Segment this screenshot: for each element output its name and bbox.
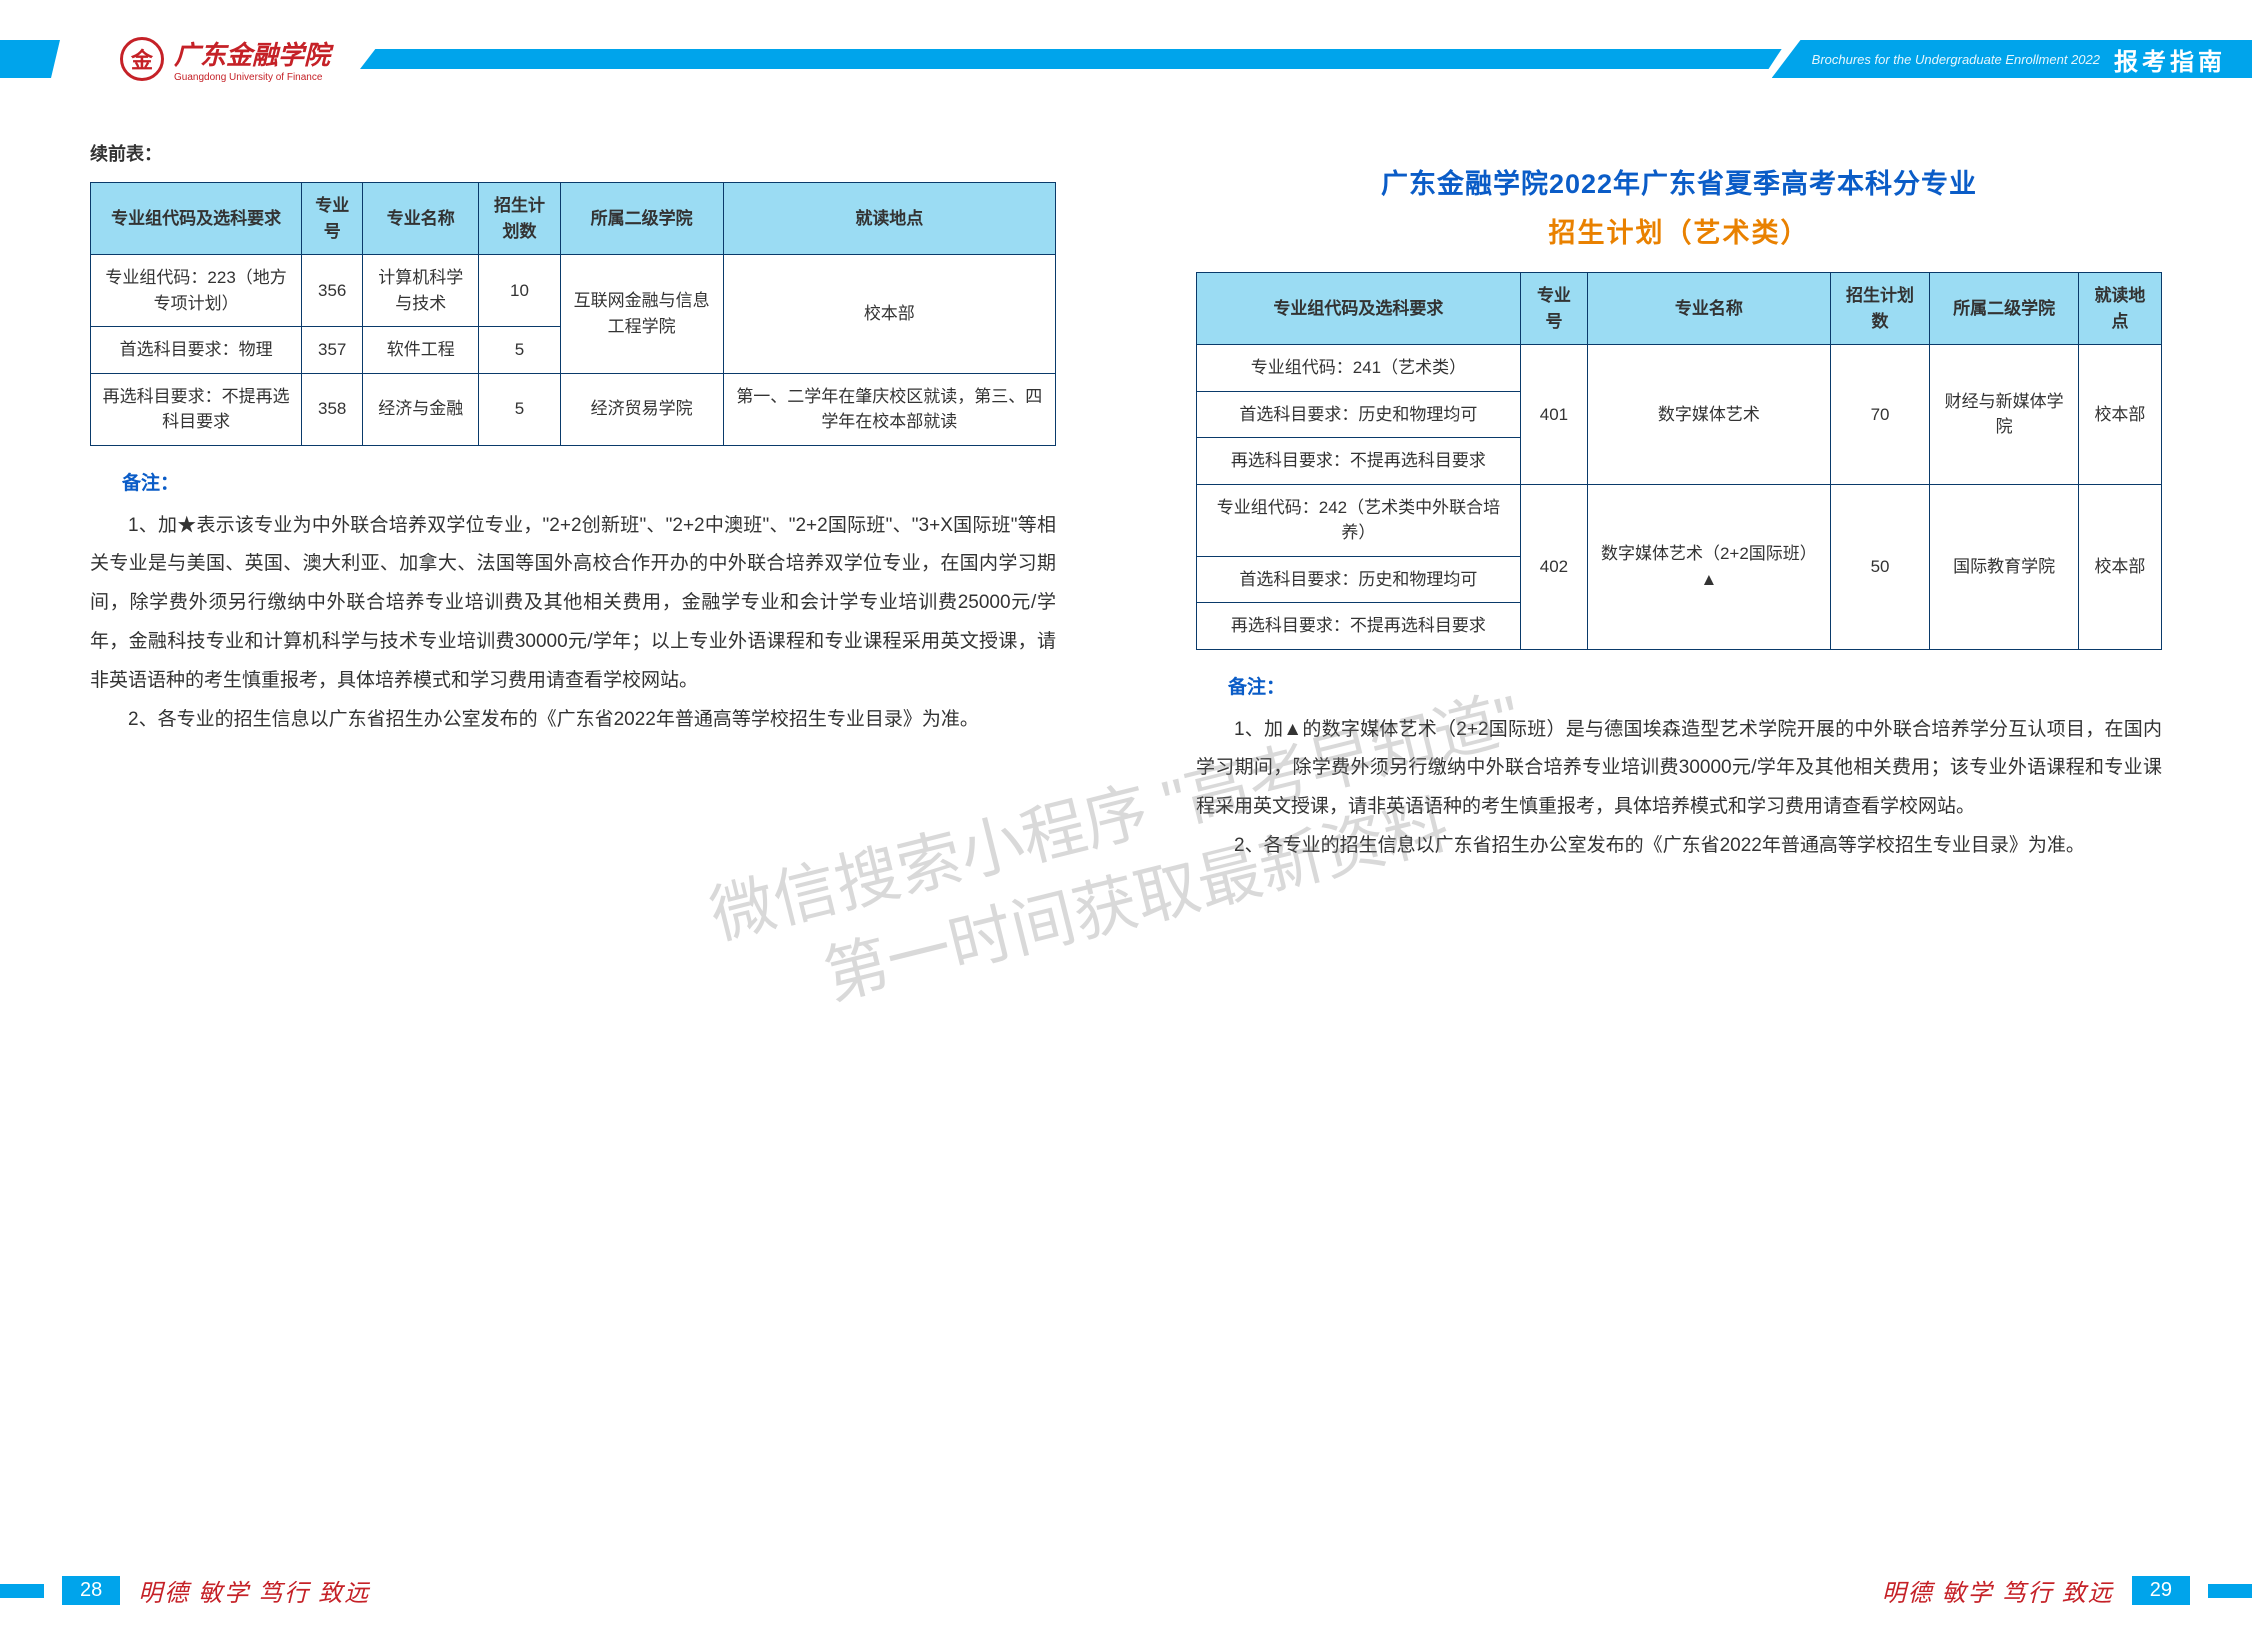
col-loc: 就读地点 [2078, 273, 2161, 345]
footer-stripe [0, 1584, 44, 1598]
group-code: 专业组代码：241（艺术类） [1197, 345, 1521, 392]
cell-loc: 校本部 [2078, 484, 2161, 649]
col-no: 专业号 [302, 183, 363, 255]
left-content: 续前表： 专业组代码及选科要求 专业号 专业名称 招生计划数 所属二级学院 就读… [90, 140, 1056, 740]
footer-spacer [388, 1584, 1056, 1598]
cell-plan: 50 [1830, 484, 1930, 649]
footer-left: 28 明德 敏学 笃行 致远 [0, 1573, 1056, 1608]
cell-college: 互联网金融与信息工程学院 [560, 255, 723, 374]
col-college: 所属二级学院 [560, 183, 723, 255]
header-banner-left: 金 广东金融学院 Guangdong University of Finance [0, 40, 1126, 78]
cell-plan: 5 [479, 373, 560, 445]
cell-college: 经济贸易学院 [560, 373, 723, 445]
banner-stripe [360, 49, 1126, 69]
note-item: 2、各专业的招生信息以广东省招生办公室发布的《广东省2022年普通高等学校招生专… [1196, 827, 2162, 866]
group-pref: 首选科目要求：历史和物理均可 [1197, 391, 1521, 438]
table-row: 专业组代码：241（艺术类） 401 数字媒体艺术 70 财经与新媒体学院 校本… [1197, 345, 2162, 392]
col-loc: 就读地点 [723, 183, 1055, 255]
motto-left: 明德 敏学 笃行 致远 [138, 1573, 370, 1608]
cell-major: 计算机科学与技术 [363, 255, 479, 327]
group-pref: 首选科目要求：物理 [91, 327, 302, 374]
group-opt: 再选科目要求：不提再选科目要求 [1197, 438, 1521, 485]
group-code: 专业组代码：223（地方专项计划） [91, 255, 302, 327]
cell-major: 软件工程 [363, 327, 479, 374]
note-item: 2、各专业的招生信息以广东省招生办公室发布的《广东省2022年普通高等学校招生专… [90, 701, 1056, 740]
university-logo: 金 广东金融学院 Guangdong University of Finance [110, 35, 340, 83]
footer-spacer [1196, 1584, 1864, 1598]
section-title: 广东金融学院2022年广东省夏季高考本科分专业 招生计划（艺术类） [1196, 162, 2162, 250]
cell-loc: 校本部 [2078, 345, 2161, 485]
logo-icon-text: 金 [131, 43, 153, 75]
col-major: 专业名称 [1588, 273, 1831, 345]
col-plan: 招生计划数 [479, 183, 560, 255]
cell-major: 数字媒体艺术 [1588, 345, 1831, 485]
col-plan: 招生计划数 [1830, 273, 1930, 345]
continue-label: 续前表： [90, 140, 1056, 166]
notes-heading-right: 备注： [1228, 672, 2162, 699]
cell-no: 401 [1520, 345, 1587, 485]
group-opt: 再选科目要求：不提再选科目要求 [91, 373, 302, 445]
university-name-cn: 广东金融学院 [174, 40, 330, 70]
page-number: 28 [62, 1576, 120, 1605]
cell-loc: 第一、二学年在肇庆校区就读，第三、四学年在校本部就读 [723, 373, 1055, 445]
group-opt: 再选科目要求：不提再选科目要求 [1197, 603, 1521, 650]
footer-right: 明德 敏学 笃行 致远 29 [1196, 1573, 2252, 1608]
left-table: 专业组代码及选科要求 专业号 专业名称 招生计划数 所属二级学院 就读地点 专业… [90, 182, 1056, 446]
cell-college: 财经与新媒体学院 [1930, 345, 2079, 485]
col-no: 专业号 [1520, 273, 1587, 345]
cell-no: 358 [302, 373, 363, 445]
notes-heading-left: 备注： [122, 468, 1056, 495]
motto-right: 明德 敏学 笃行 致远 [1882, 1573, 2114, 1608]
header-banner-right: Brochures for the Undergraduate Enrollme… [1126, 40, 2252, 78]
note-item: 1、加★表示该专业为中外联合培养双学位专业，"2+2创新班"、"2+2中澳班"、… [90, 507, 1056, 702]
notes-body-right: 1、加▲的数字媒体艺术（2+2国际班）是与德国埃森造型艺术学院开展的中外联合培养… [1196, 711, 2162, 867]
right-table: 专业组代码及选科要求 专业号 专业名称 招生计划数 所属二级学院 就读地点 专业… [1196, 272, 2162, 650]
guide-title: 报考指南 [2114, 42, 2226, 77]
col-college: 所属二级学院 [1930, 273, 2079, 345]
group-pref: 首选科目要求：历史和物理均可 [1197, 556, 1521, 603]
cell-loc: 校本部 [723, 255, 1055, 374]
col-req: 专业组代码及选科要求 [1197, 273, 1521, 345]
table-row: 再选科目要求：不提再选科目要求 358 经济与金融 5 经济贸易学院 第一、二学… [91, 373, 1056, 445]
banner-stripe [1126, 49, 1782, 69]
table-header-row: 专业组代码及选科要求 专业号 专业名称 招生计划数 所属二级学院 就读地点 [1197, 273, 2162, 345]
section-title-line1: 广东金融学院2022年广东省夏季高考本科分专业 [1196, 162, 2162, 201]
cell-plan: 5 [479, 327, 560, 374]
col-req: 专业组代码及选科要求 [91, 183, 302, 255]
table-header-row: 专业组代码及选科要求 专业号 专业名称 招生计划数 所属二级学院 就读地点 [91, 183, 1056, 255]
guide-title-box: Brochures for the Undergraduate Enrollme… [1772, 40, 2252, 78]
cell-college: 国际教育学院 [1930, 484, 2079, 649]
cell-no: 357 [302, 327, 363, 374]
banner-wedge [0, 40, 60, 78]
right-content: 广东金融学院2022年广东省夏季高考本科分专业 招生计划（艺术类） 专业组代码及… [1196, 140, 2162, 866]
notes-body-left: 1、加★表示该专业为中外联合培养双学位专业，"2+2创新班"、"2+2中澳班"、… [90, 507, 1056, 741]
table-row: 专业组代码：223（地方专项计划） 356 计算机科学与技术 10 互联网金融与… [91, 255, 1056, 327]
note-item: 1、加▲的数字媒体艺术（2+2国际班）是与德国埃森造型艺术学院开展的中外联合培养… [1196, 711, 2162, 828]
cell-no: 402 [1520, 484, 1587, 649]
page-right: Brochures for the Undergraduate Enrollme… [1126, 0, 2252, 1652]
cell-major: 数字媒体艺术（2+2国际班）▲ [1588, 484, 1831, 649]
cell-major: 经济与金融 [363, 373, 479, 445]
group-code: 专业组代码：242（艺术类中外联合培养） [1197, 484, 1521, 556]
university-name-en: Guangdong University of Finance [174, 72, 330, 83]
col-major: 专业名称 [363, 183, 479, 255]
brochure-subtitle: Brochures for the Undergraduate Enrollme… [1812, 52, 2100, 67]
table-row: 专业组代码：242（艺术类中外联合培养） 402 数字媒体艺术（2+2国际班）▲… [1197, 484, 2162, 556]
logo-icon: 金 [120, 37, 164, 81]
cell-no: 356 [302, 255, 363, 327]
cell-plan: 10 [479, 255, 560, 327]
cell-plan: 70 [1830, 345, 1930, 485]
page-number: 29 [2132, 1576, 2190, 1605]
page-left: 金 广东金融学院 Guangdong University of Finance… [0, 0, 1126, 1652]
footer-stripe [2208, 1584, 2252, 1598]
section-title-line2: 招生计划（艺术类） [1196, 211, 2162, 250]
